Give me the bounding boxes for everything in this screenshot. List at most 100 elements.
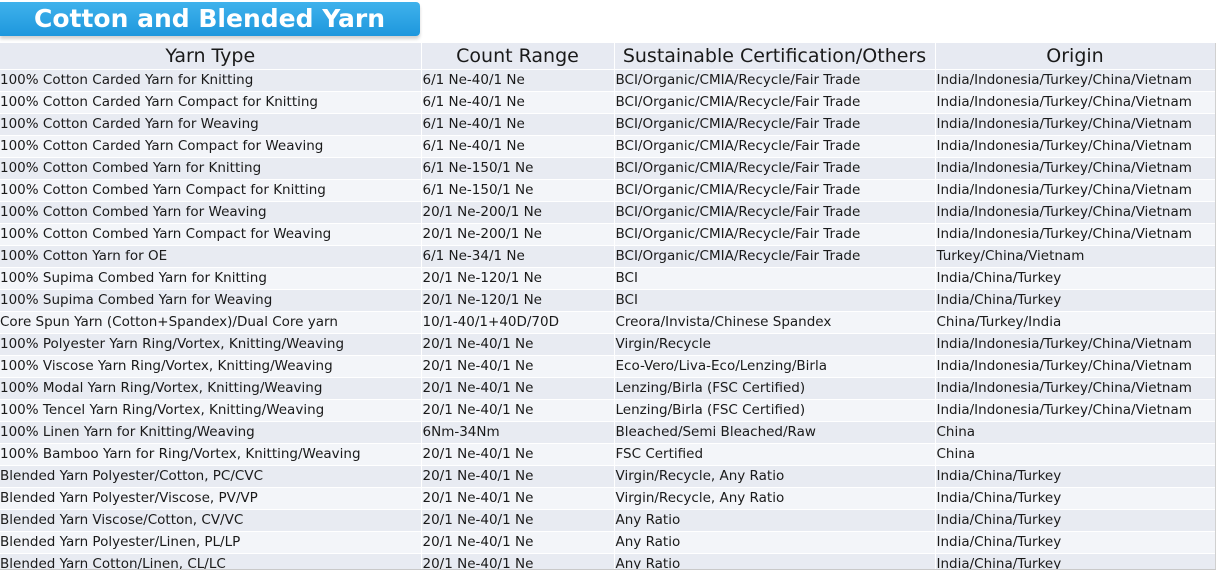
cell-origin: India/Indonesia/Turkey/China/Vietnam xyxy=(935,157,1215,180)
yarn-table: Yarn Type Count Range Sustainable Certif… xyxy=(0,43,1215,569)
cell-certification: Any Ratio xyxy=(614,531,936,554)
cell-certification: BCI/Organic/CMIA/Recycle/Fair Trade xyxy=(614,179,936,202)
cell-origin: China xyxy=(935,421,1215,444)
cell-yarn-type: 100% Tencel Yarn Ring/Vortex, Knitting/W… xyxy=(0,399,422,422)
cell-count-range: 20/1 Ne-200/1 Ne xyxy=(421,201,615,224)
title-banner: Cotton and Blended Yarn xyxy=(0,2,420,36)
table-bottom-border xyxy=(0,569,1216,570)
cell-certification: Virgin/Recycle, Any Ratio xyxy=(614,465,936,488)
table-row: 100% Modal Yarn Ring/Vortex, Knitting/We… xyxy=(0,377,1215,400)
cell-certification: FSC Certified xyxy=(614,443,936,466)
cell-yarn-type: 100% Polyester Yarn Ring/Vortex, Knittin… xyxy=(0,333,422,356)
cell-yarn-type: 100% Modal Yarn Ring/Vortex, Knitting/We… xyxy=(0,377,422,400)
cell-yarn-type: 100% Bamboo Yarn for Ring/Vortex, Knitti… xyxy=(0,443,422,466)
cell-origin: India/Indonesia/Turkey/China/Vietnam xyxy=(935,355,1215,378)
cell-yarn-type: Blended Yarn Cotton/Linen, CL/LC xyxy=(0,553,422,569)
yarn-table-container[interactable]: Yarn Type Count Range Sustainable Certif… xyxy=(0,43,1216,569)
cell-yarn-type: Core Spun Yarn (Cotton+Spandex)/Dual Cor… xyxy=(0,311,422,334)
table-row: 100% Cotton Carded Yarn Compact for Knit… xyxy=(0,91,1215,114)
cell-yarn-type: Blended Yarn Polyester/Viscose, PV/VP xyxy=(0,487,422,510)
table-row: Blended Yarn Polyester/Viscose, PV/VP 20/… xyxy=(0,487,1215,510)
table-row: 100% Cotton Combed Yarn Compact for Knit… xyxy=(0,179,1215,202)
cell-origin: India/Indonesia/Turkey/China/Vietnam xyxy=(935,113,1215,136)
cell-count-range: 20/1 Ne-40/1 Ne xyxy=(421,377,615,400)
cell-yarn-type: Blended Yarn Polyester/Cotton, PC/CVC xyxy=(0,465,422,488)
table-row: 100% Cotton Carded Yarn Compact for Weav… xyxy=(0,135,1215,158)
cell-origin: India/China/Turkey xyxy=(935,487,1215,510)
cell-certification: Eco-Vero/Liva-Eco/Lenzing/Birla xyxy=(614,355,936,378)
cell-certification: BCI/Organic/CMIA/Recycle/Fair Trade xyxy=(614,135,936,158)
table-row: 100% Cotton Carded Yarn for Knitting 6/1 … xyxy=(0,69,1215,92)
cell-origin: China/Turkey/India xyxy=(935,311,1215,334)
cell-yarn-type: 100% Cotton Carded Yarn Compact for Knit… xyxy=(0,91,422,114)
cell-count-range: 20/1 Ne-120/1 Ne xyxy=(421,289,615,312)
cell-origin: India/Indonesia/Turkey/China/Vietnam xyxy=(935,91,1215,114)
cell-certification: BCI/Organic/CMIA/Recycle/Fair Trade xyxy=(614,223,936,246)
cell-origin: India/Indonesia/Turkey/China/Vietnam xyxy=(935,333,1215,356)
cell-count-range: 20/1 Ne-200/1 Ne xyxy=(421,223,615,246)
cell-certification: Lenzing/Birla (FSC Certified) xyxy=(614,377,936,400)
cell-origin: India/Indonesia/Turkey/China/Vietnam xyxy=(935,399,1215,422)
cell-certification: BCI xyxy=(614,267,936,290)
cell-certification: BCI/Organic/CMIA/Recycle/Fair Trade xyxy=(614,113,936,136)
cell-count-range: 20/1 Ne-40/1 Ne xyxy=(421,509,615,532)
cell-origin: India/Indonesia/Turkey/China/Vietnam xyxy=(935,223,1215,246)
table-header-row: Yarn Type Count Range Sustainable Certif… xyxy=(0,43,1215,70)
table-row: 100% Cotton Yarn for OE 6/1 Ne-34/1 Ne BCI… xyxy=(0,245,1215,268)
cell-origin: India/Indonesia/Turkey/China/Vietnam xyxy=(935,69,1215,92)
column-header-origin: Origin xyxy=(935,43,1215,70)
cell-count-range: 6/1 Ne-40/1 Ne xyxy=(421,91,615,114)
cell-count-range: 20/1 Ne-40/1 Ne xyxy=(421,531,615,554)
cell-origin: India/China/Turkey xyxy=(935,531,1215,554)
cell-certification: Virgin/Recycle xyxy=(614,333,936,356)
page-title: Cotton and Blended Yarn xyxy=(34,4,386,33)
cell-count-range: 20/1 Ne-40/1 Ne xyxy=(421,355,615,378)
cell-origin: India/Indonesia/Turkey/China/Vietnam xyxy=(935,377,1215,400)
cell-certification: Bleached/Semi Bleached/Raw xyxy=(614,421,936,444)
table-row: 100% Supima Combed Yarn for Weaving 20/1 … xyxy=(0,289,1215,312)
table-row: Core Spun Yarn (Cotton+Spandex)/Dual Cor… xyxy=(0,311,1215,334)
cell-certification: Any Ratio xyxy=(614,553,936,569)
cell-origin: India/China/Turkey xyxy=(935,267,1215,290)
table-row: Blended Yarn Cotton/Linen, CL/LC 20/1 Ne-… xyxy=(0,553,1215,569)
cell-count-range: 20/1 Ne-40/1 Ne xyxy=(421,487,615,510)
cell-origin: Turkey/China/Vietnam xyxy=(935,245,1215,268)
cell-count-range: 20/1 Ne-40/1 Ne xyxy=(421,553,615,569)
cell-origin: India/China/Turkey xyxy=(935,553,1215,569)
cell-certification: BCI/Organic/CMIA/Recycle/Fair Trade xyxy=(614,69,936,92)
cell-certification: BCI xyxy=(614,289,936,312)
table-row: Blended Yarn Viscose/Cotton, CV/VC 20/1 N… xyxy=(0,509,1215,532)
cell-yarn-type: 100% Cotton Combed Yarn for Knitting xyxy=(0,157,422,180)
cell-certification: BCI/Organic/CMIA/Recycle/Fair Trade xyxy=(614,245,936,268)
cell-origin: India/China/Turkey xyxy=(935,509,1215,532)
cell-count-range: 20/1 Ne-40/1 Ne xyxy=(421,443,615,466)
cell-count-range: 20/1 Ne-40/1 Ne xyxy=(421,399,615,422)
table-row: 100% Cotton Carded Yarn for Weaving 6/1 N… xyxy=(0,113,1215,136)
cell-yarn-type: 100% Cotton Yarn for OE xyxy=(0,245,422,268)
cell-certification: Creora/Invista/Chinese Spandex xyxy=(614,311,936,334)
cell-count-range: 20/1 Ne-40/1 Ne xyxy=(421,333,615,356)
table-row: 100% Cotton Combed Yarn for Knitting 6/1 … xyxy=(0,157,1215,180)
cell-certification: Virgin/Recycle, Any Ratio xyxy=(614,487,936,510)
cell-yarn-type: 100% Cotton Combed Yarn for Weaving xyxy=(0,201,422,224)
cell-count-range: 6/1 Ne-150/1 Ne xyxy=(421,179,615,202)
column-header-count-range: Count Range xyxy=(421,43,615,70)
table-row: 100% Cotton Combed Yarn for Weaving 20/1 … xyxy=(0,201,1215,224)
cell-origin: India/China/Turkey xyxy=(935,465,1215,488)
cell-yarn-type: 100% Cotton Carded Yarn for Weaving xyxy=(0,113,422,136)
table-row: 100% Tencel Yarn Ring/Vortex, Knitting/W… xyxy=(0,399,1215,422)
column-header-yarn-type: Yarn Type xyxy=(0,43,422,70)
cell-certification: BCI/Organic/CMIA/Recycle/Fair Trade xyxy=(614,201,936,224)
cell-yarn-type: 100% Viscose Yarn Ring/Vortex, Knitting/… xyxy=(0,355,422,378)
table-row: 100% Linen Yarn for Knitting/Weaving 6Nm-… xyxy=(0,421,1215,444)
cell-origin: India/Indonesia/Turkey/China/Vietnam xyxy=(935,201,1215,224)
cell-count-range: 6Nm-34Nm xyxy=(421,421,615,444)
cell-count-range: 6/1 Ne-40/1 Ne xyxy=(421,135,615,158)
cell-count-range: 10/1-40/1+40D/70D xyxy=(421,311,615,334)
table-body: 100% Cotton Carded Yarn for Knitting 6/1 … xyxy=(0,69,1215,569)
cell-origin: India/Indonesia/Turkey/China/Vietnam xyxy=(935,179,1215,202)
cell-count-range: 20/1 Ne-40/1 Ne xyxy=(421,465,615,488)
table-row: Blended Yarn Polyester/Linen, PL/LP 20/1 … xyxy=(0,531,1215,554)
cell-count-range: 6/1 Ne-40/1 Ne xyxy=(421,113,615,136)
cell-yarn-type: 100% Cotton Combed Yarn Compact for Weav… xyxy=(0,223,422,246)
